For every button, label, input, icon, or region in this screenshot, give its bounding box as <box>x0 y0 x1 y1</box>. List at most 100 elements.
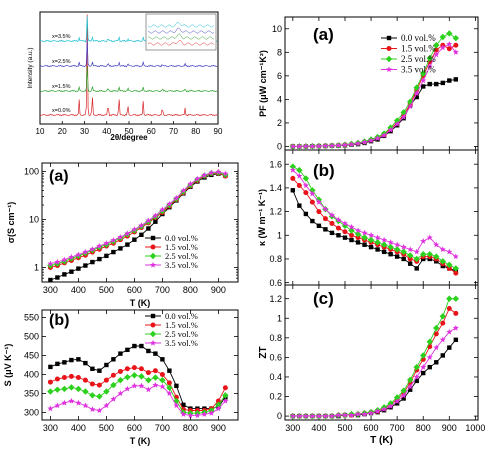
series-line <box>292 78 456 147</box>
data-point <box>355 235 361 241</box>
x-tick-label: 700 <box>155 423 170 433</box>
pattern-label: x=2.5% <box>52 59 71 65</box>
xrd-pattern-2: x=2.5% <box>39 40 218 68</box>
y-tick-label: 450 <box>24 351 39 361</box>
data-point <box>103 388 110 395</box>
y-tick-label: 100 <box>24 167 39 177</box>
data-point <box>413 248 420 255</box>
x-tick-label: 700 <box>390 423 405 433</box>
y-axis-label: S (μV K⁻¹) <box>3 344 13 387</box>
x-tick-label: 10 <box>36 127 45 136</box>
data-point <box>316 223 322 228</box>
data-point <box>297 203 302 208</box>
chart-zt: 300 400 500 600 700 800 900 1000 0 0.2 0.4 0.6 0.8 1 1… <box>258 284 485 446</box>
data-point <box>374 239 381 246</box>
data-point <box>433 324 440 332</box>
data-point <box>117 390 124 397</box>
data-point <box>68 253 75 260</box>
data-point <box>439 33 446 41</box>
series-line <box>50 173 226 281</box>
x-tick-label: 900 <box>211 423 226 433</box>
legend-label: 2.5 vol.% <box>165 251 198 261</box>
data-point <box>97 256 102 262</box>
data-point <box>124 373 131 381</box>
x-tick-label: 400 <box>71 423 86 433</box>
data-point <box>401 396 406 401</box>
data-point <box>336 233 341 238</box>
data-point <box>427 364 432 370</box>
legend-label: 0.0 vol.% <box>165 311 198 321</box>
data-point <box>208 409 215 416</box>
y-tick-label: 550 <box>24 313 39 323</box>
data-point <box>89 246 96 252</box>
data-point <box>335 142 342 148</box>
data-point <box>380 241 388 248</box>
data-point <box>146 226 151 231</box>
data-point <box>222 392 229 399</box>
data-point <box>289 166 296 173</box>
data-point <box>215 405 222 412</box>
y-tick-label: 1.6 <box>269 159 282 169</box>
data-point <box>413 363 420 371</box>
data-point <box>452 253 459 260</box>
data-point <box>201 411 208 417</box>
x-tick-label: 600 <box>127 423 142 433</box>
legend-entry: 0.0 vol.% <box>381 33 436 43</box>
data-point <box>400 243 407 250</box>
data-point <box>82 388 89 395</box>
data-point <box>401 256 406 262</box>
data-point <box>62 272 67 277</box>
data-point <box>368 409 375 416</box>
y-tick-label: 0 <box>277 142 282 152</box>
data-point <box>69 269 74 274</box>
data-point <box>315 198 322 205</box>
data-point <box>47 388 54 395</box>
legend-label: 1.5 vol.% <box>165 242 198 252</box>
data-point <box>139 232 144 238</box>
series-0-0-vol- <box>290 188 459 273</box>
x-tick-label: 500 <box>99 285 114 295</box>
xrd-line <box>39 65 218 93</box>
data-point <box>55 275 60 280</box>
data-point <box>290 175 296 181</box>
data-point <box>222 385 228 391</box>
data-point <box>374 234 381 241</box>
inset-line <box>147 33 215 40</box>
y-tick-label: 6 <box>277 71 282 81</box>
legend-entry: 1.5 vol.% <box>145 320 198 330</box>
xrd-pattern-0: x=0.0% <box>39 14 218 117</box>
x-tick-label: 800 <box>416 423 431 433</box>
legend-label: 1.5 vol.% <box>165 320 198 330</box>
y-axis-label: Intensity (a.u.) <box>27 47 34 88</box>
data-point <box>145 376 152 384</box>
data-point <box>446 261 453 269</box>
data-point <box>329 220 335 226</box>
data-point <box>90 366 95 371</box>
data-point <box>82 377 88 383</box>
data-point <box>407 103 414 110</box>
data-point <box>440 320 446 326</box>
data-point <box>174 383 179 389</box>
data-point <box>406 252 414 259</box>
data-point <box>310 218 315 224</box>
data-point <box>335 411 342 418</box>
y-tick-label: 1.4 <box>269 183 282 193</box>
data-point <box>153 219 158 224</box>
x-tick-label: 20 <box>58 127 67 136</box>
data-point <box>446 265 452 271</box>
data-point <box>407 246 414 253</box>
x-tick-label: 500 <box>337 423 352 433</box>
series-line <box>50 172 226 267</box>
series-2-5-vol- <box>289 163 460 272</box>
y-tick-label: 300 <box>24 408 39 418</box>
legend-marker <box>386 46 392 51</box>
y-tick-label: 1.2 <box>269 294 282 304</box>
data-point <box>335 225 341 231</box>
data-point <box>82 248 89 255</box>
data-point <box>420 363 427 370</box>
data-point <box>407 383 414 390</box>
data-point <box>118 351 123 356</box>
x-axis-label: T (K) <box>130 436 151 446</box>
y-tick-label: 2 <box>277 118 282 128</box>
data-point <box>426 338 433 345</box>
